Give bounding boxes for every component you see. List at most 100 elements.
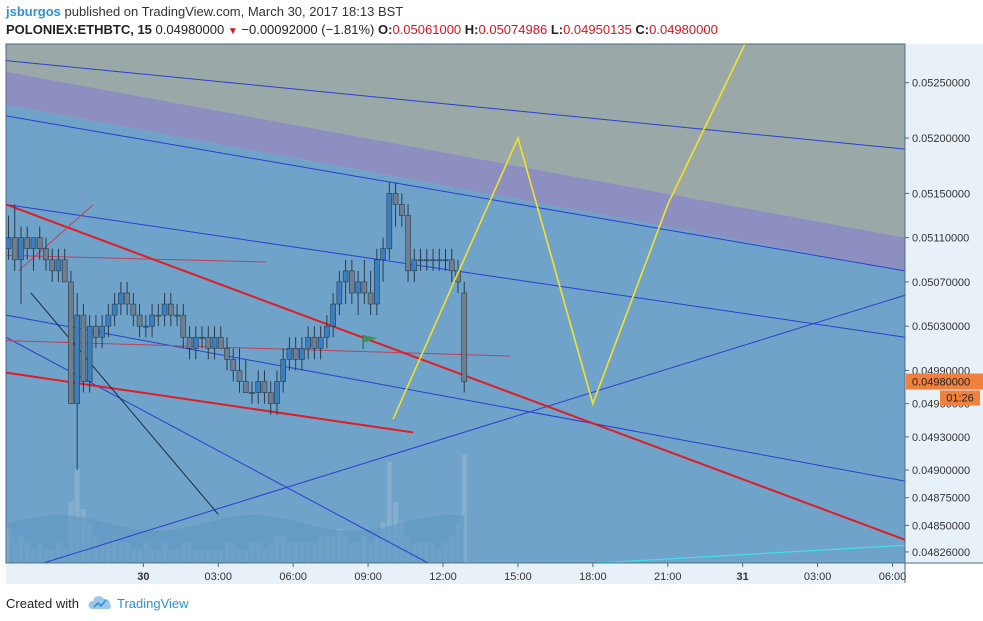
trend-line-blue — [6, 115, 905, 272]
candle-body — [461, 292, 468, 382]
candle-body — [292, 348, 299, 360]
candle-body — [411, 259, 418, 272]
candle-body — [118, 292, 124, 305]
tradingview-cloud-icon[interactable] — [88, 594, 114, 614]
countdown-tag — [940, 390, 980, 406]
current-price-tag — [906, 373, 983, 390]
candle-body — [305, 336, 311, 349]
candle-body — [317, 336, 324, 349]
candle-body — [392, 193, 399, 205]
candle-body — [211, 336, 218, 349]
candle-body — [361, 281, 368, 294]
candle-body — [267, 392, 274, 404]
low-value: 0.04950135 — [563, 22, 632, 37]
candle-body — [136, 314, 143, 327]
price-chart[interactable]: 0.05250000 0.05200000 0.05150000 0.05110000… — [0, 0, 983, 590]
trend-line-blue — [6, 60, 905, 150]
chart-header: jsburgos published on TradingView.com, M… — [0, 0, 983, 40]
candle-body — [274, 381, 280, 404]
low-label: L: — [550, 22, 564, 37]
candle-body — [217, 336, 224, 349]
candle-body — [143, 325, 149, 328]
candle-body — [386, 193, 393, 250]
time-tick-label: 31 — [737, 571, 749, 583]
down-arrow-icon: ▼ — [227, 26, 238, 37]
time-tick-label: 06:00 — [279, 571, 307, 583]
publish-line: jsburgos published on TradingView.com, M… — [6, 4, 403, 19]
tradingview-link[interactable]: TradingView — [117, 596, 189, 611]
candle-body — [49, 259, 55, 272]
open-value: 0.05061000 — [392, 22, 462, 37]
candle-body — [55, 259, 62, 272]
candle-body — [205, 336, 212, 349]
price-tick-label: 0.05030000 — [912, 321, 970, 333]
ohlc-line: POLONIEX:ETHBTC, 15 0.04980000 ▼ −0.0009… — [6, 22, 718, 37]
candle-body — [74, 314, 80, 404]
price-tick-label: 0.04930000 — [912, 432, 970, 444]
candle-body — [130, 303, 137, 316]
price-tick-label: 0.04875000 — [912, 493, 970, 505]
current-price-label: 0.04980000 — [912, 377, 970, 389]
trend-line-cyan — [597, 544, 905, 563]
candle-body — [199, 336, 205, 339]
close-label: C: — [635, 22, 650, 37]
price-scale-bg — [906, 44, 983, 563]
candle-body — [261, 381, 268, 393]
purple-zone — [6, 71, 905, 271]
time-tick-label: 03:00 — [204, 571, 232, 583]
price-tick-label: 0.04826000 — [912, 547, 970, 559]
time-tick-label: 21:00 — [654, 571, 682, 583]
candle-body — [342, 270, 349, 283]
time-tick-label: 30 — [137, 571, 149, 583]
trend-line-blue — [43, 294, 905, 563]
candle-body — [111, 303, 118, 316]
volume-area — [8, 515, 465, 563]
created-with-text: Created with — [6, 596, 79, 611]
candle-body — [255, 381, 262, 393]
candle-body — [68, 281, 74, 404]
volume-bar — [461, 454, 467, 563]
candle-body — [311, 336, 318, 349]
volume-bar — [74, 468, 80, 563]
price-tick-label: 0.05250000 — [912, 78, 970, 90]
candle-body — [180, 314, 187, 338]
trend-line-red — [6, 203, 905, 541]
candle-body — [30, 237, 37, 250]
price-tick-label: 0.05110000 — [912, 233, 969, 245]
plot-area[interactable] — [6, 38, 905, 563]
candle-body — [99, 325, 105, 338]
trend-line-dark — [30, 292, 219, 515]
candle-body — [230, 359, 237, 371]
gray-zone — [6, 44, 905, 238]
high-label: H: — [464, 22, 479, 37]
candle-body — [405, 215, 411, 272]
axes: 0.05250000 0.05200000 0.05150000 0.05110000… — [5, 43, 983, 584]
candle-body — [380, 248, 386, 261]
time-tick-label: 06:00 — [879, 571, 907, 583]
candle-body — [36, 237, 43, 250]
candle-body — [242, 381, 249, 393]
trend-line-red — [6, 371, 414, 434]
horizontal-line-red — [6, 254, 266, 263]
price-tick-label: 0.05150000 — [912, 188, 970, 200]
candle-body — [168, 303, 174, 316]
candle-body — [186, 336, 193, 349]
candle-body — [124, 292, 130, 305]
price-change: −0.00092000 (−1.81%) — [241, 22, 375, 37]
candle-body — [80, 314, 87, 382]
candle-body — [336, 281, 343, 305]
candle-body — [249, 392, 255, 394]
countdown-label: 01:26 — [946, 393, 974, 405]
candle-body — [417, 259, 424, 262]
time-tick-label: 18:00 — [579, 571, 607, 583]
projection-path-yellow — [392, 44, 746, 420]
candle-body — [355, 281, 361, 294]
time-tick-label: 15:00 — [504, 571, 532, 583]
candle-body — [330, 303, 336, 327]
channel-zone — [6, 104, 905, 563]
candle-body — [61, 259, 68, 283]
candle-body — [436, 259, 443, 262]
candle-body — [192, 336, 199, 349]
candle-body — [105, 314, 112, 327]
author-link[interactable]: jsburgos — [6, 4, 61, 19]
